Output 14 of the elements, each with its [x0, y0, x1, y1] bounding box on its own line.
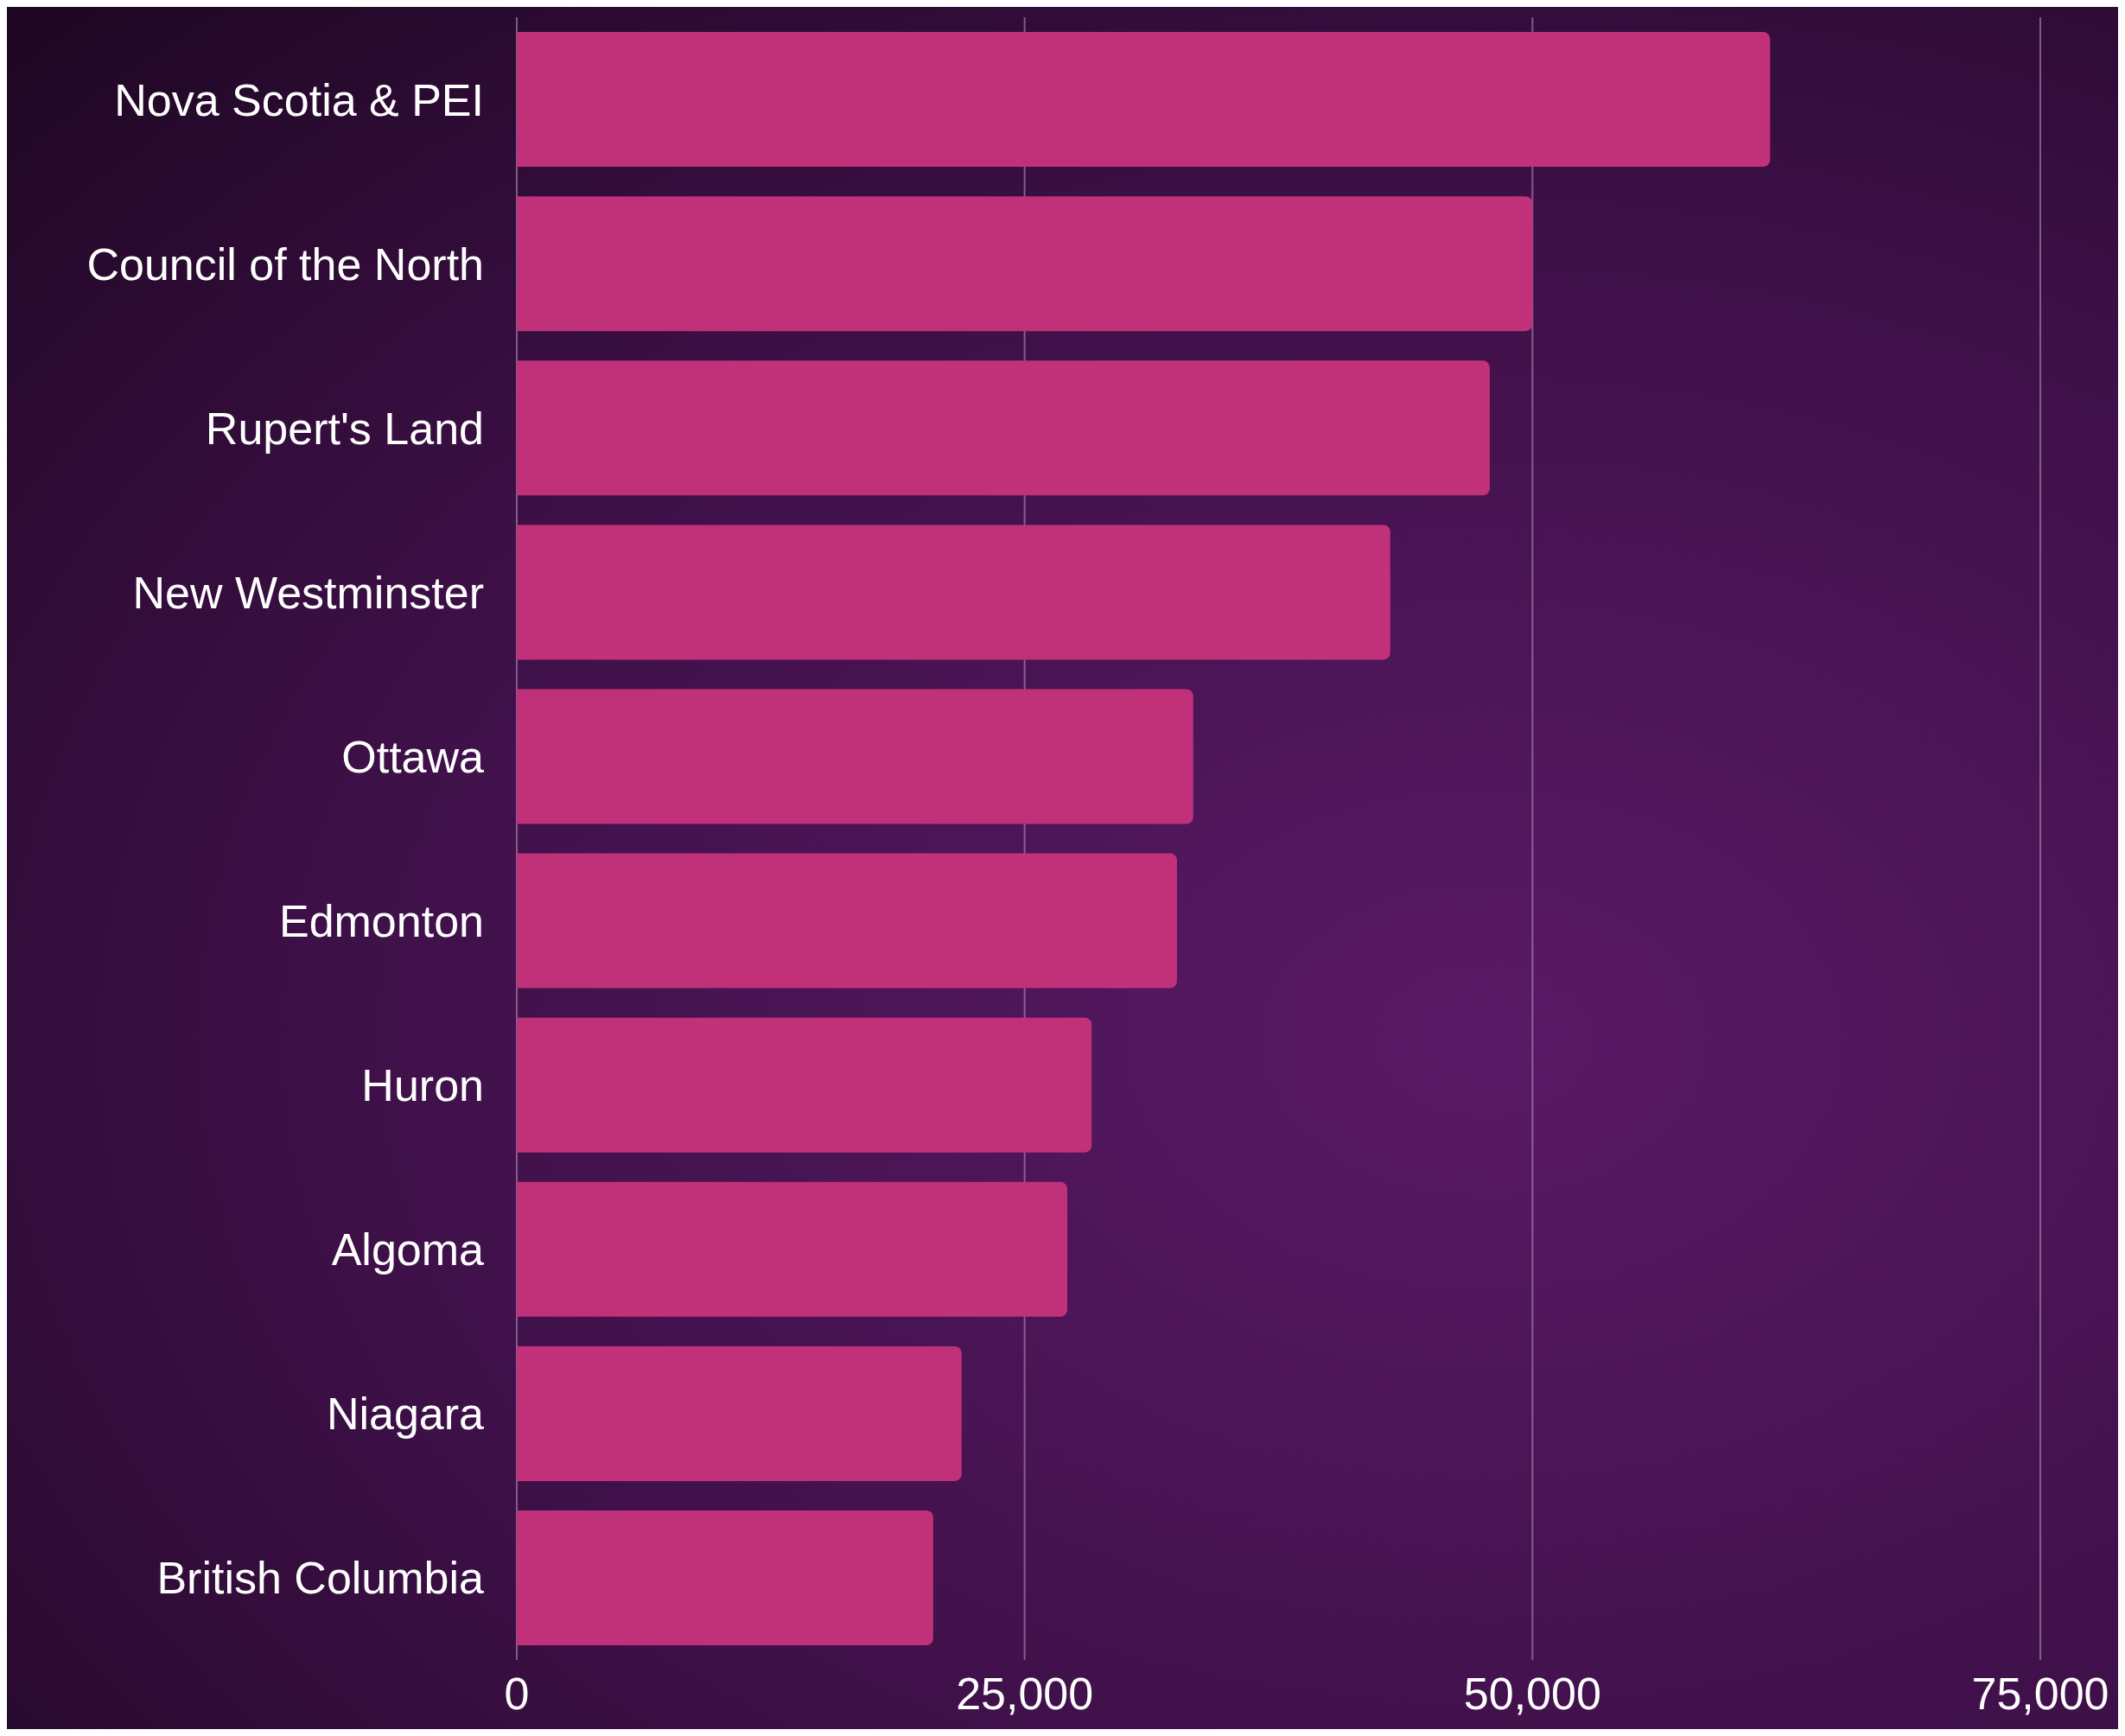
y-tick-label: Ottawa — [341, 731, 485, 782]
y-tick-label: Algoma — [331, 1224, 485, 1275]
y-tick-label: Huron — [361, 1060, 484, 1111]
y-tick-label: British Columbia — [156, 1553, 485, 1604]
y-tick-label: Rupert's Land — [205, 403, 484, 454]
x-tick-label: 50,000 — [1463, 1668, 1601, 1719]
y-tick-label: Niagara — [326, 1389, 485, 1440]
y-tick-label: Council of the North — [86, 238, 484, 289]
x-tick-label: 0 — [504, 1668, 530, 1719]
y-tick-label: Edmonton — [278, 896, 484, 947]
x-tick-label: 25,000 — [956, 1668, 1094, 1719]
x-tick-label: 75,000 — [1971, 1668, 2109, 1719]
y-tick-label: New Westminster — [132, 567, 484, 618]
y-tick-label: Nova Scotia & PEI — [114, 74, 484, 125]
